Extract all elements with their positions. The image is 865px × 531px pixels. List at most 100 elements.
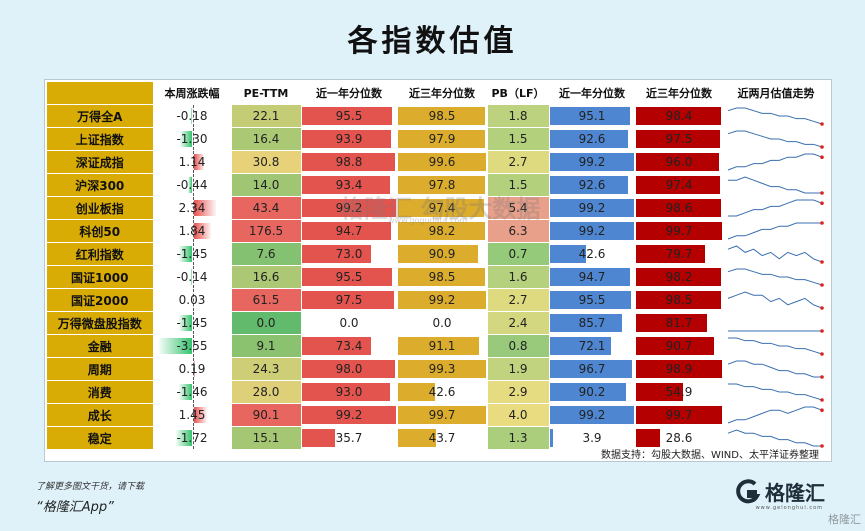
- weekly-change-value: 0.19: [178, 362, 206, 376]
- pb-value: 1.6: [508, 270, 528, 284]
- pe-1y-percentile-bar: [301, 176, 391, 194]
- pe-1y-percentile-cell: 95.5: [301, 104, 398, 128]
- pe-cell: 90.1: [231, 403, 302, 427]
- pb-1y-percentile-value: 99.2: [578, 201, 606, 215]
- pe-value: 30.8: [252, 155, 280, 169]
- zero-axis: [192, 427, 194, 449]
- pb-cell: 1.5: [487, 127, 550, 151]
- table-row: 周期 0.19 24.3 98.0 99.3 1.9 96.7 98.9: [47, 357, 830, 381]
- pb-1y-percentile-value: 92.6: [578, 132, 606, 146]
- weekly-change-cell: 0.03: [153, 288, 232, 312]
- weekly-change-bar: [191, 269, 193, 285]
- pb-1y-percentile-cell: 72.1: [549, 334, 636, 358]
- pb-value: 2.4: [508, 316, 528, 330]
- pe-3y-percentile-value: 98.5: [428, 109, 456, 123]
- pe-cell: 7.6: [231, 242, 302, 266]
- pe-3y-percentile-bar: [397, 199, 485, 217]
- pe-3y-percentile-value: 0.0: [432, 316, 452, 330]
- trend-sparkline: [727, 199, 824, 217]
- pb-3y-percentile-value: 28.6: [665, 431, 693, 445]
- pe-3y-percentile-cell: 98.5: [397, 104, 488, 128]
- index-name: 沪深300: [47, 173, 154, 197]
- table-row: 国证2000 0.03 61.5 97.5 99.2 2.7 95.5 98.5: [47, 288, 830, 312]
- pe-1y-percentile-bar: [301, 107, 393, 125]
- pe-3y-percentile-value: 99.2: [428, 293, 456, 307]
- pb-3y-percentile-cell: 97.4: [635, 173, 724, 197]
- weekly-change-value: -1.45: [176, 247, 208, 261]
- trend-last-point: [819, 145, 824, 149]
- pb-3y-percentile-bar: [635, 406, 723, 424]
- pb-value: 2.7: [508, 293, 528, 307]
- pb-1y-percentile-value: 94.7: [578, 270, 606, 284]
- weekly-change-value: -0.14: [176, 270, 208, 284]
- trend-cell: [723, 288, 830, 312]
- trend-sparkline: [727, 383, 824, 402]
- pe-1y-percentile-bar: [301, 360, 395, 378]
- pb-1y-percentile-cell: 95.1: [549, 104, 636, 128]
- pb-value: 1.9: [508, 362, 528, 376]
- pe-3y-percentile-value: 43.7: [428, 431, 456, 445]
- pe-1y-percentile-value: 73.4: [335, 339, 363, 353]
- weekly-change-bar: [178, 315, 193, 331]
- pb-3y-percentile-cell: 98.9: [635, 357, 724, 381]
- pe-1y-percentile-bar: [301, 130, 391, 148]
- pe-1y-percentile-cell: 95.5: [301, 265, 398, 289]
- pb-3y-percentile-cell: 98.5: [635, 288, 724, 312]
- trend-line: [727, 360, 822, 378]
- pe-cell: 14.0: [231, 173, 302, 197]
- pe-3y-percentile-value: 98.5: [428, 270, 456, 284]
- pb-3y-percentile-cell: 99.7: [635, 403, 724, 427]
- weekly-change-value: 2.34: [178, 201, 206, 215]
- pe-3y-percentile-bar: [397, 291, 486, 309]
- index-name: 上证指数: [47, 127, 154, 151]
- trend-line: [727, 176, 822, 194]
- pb-3y-percentile-value: 90.7: [665, 339, 693, 353]
- pe-3y-percentile-bar: [397, 130, 485, 148]
- trend-line: [727, 199, 822, 217]
- trend-cell: [723, 127, 830, 151]
- pb-value: 6.3: [508, 224, 528, 238]
- pe-1y-percentile-cell: 0.0: [301, 311, 398, 335]
- pb-3y-percentile-cell: 54.9: [635, 380, 724, 404]
- pb-value: 0.7: [508, 247, 528, 261]
- pe-3y-percentile-value: 99.7: [428, 408, 456, 422]
- weekly-change-cell: -1.45: [153, 311, 232, 335]
- pb-value: 2.7: [508, 155, 528, 169]
- index-name: 创业板指: [47, 196, 154, 220]
- trend-line: [727, 153, 822, 171]
- pb-3y-percentile-cell: 98.4: [635, 104, 724, 128]
- pb-1y-percentile-cell: 85.7: [549, 311, 636, 335]
- pe-1y-percentile-value: 95.5: [335, 270, 363, 284]
- pb-3y-percentile-value: 99.7: [665, 408, 693, 422]
- pe-3y-percentile-bar: [397, 107, 486, 125]
- trend-sparkline: [727, 245, 824, 264]
- weekly-change-bar: [176, 430, 193, 446]
- trend-last-point: [819, 408, 824, 412]
- weekly-change-bar: [193, 154, 205, 170]
- trend-cell: [723, 334, 830, 358]
- pb-cell: 1.9: [487, 357, 550, 381]
- pe-cell: 30.8: [231, 150, 302, 174]
- pb-3y-percentile-cell: 97.5: [635, 127, 724, 151]
- pb-1y-percentile-bar: [549, 222, 634, 240]
- table-row: 万得微盘股指数 -1.45 0.0 0.0 0.0 2.4 85.7 81.7: [47, 311, 830, 335]
- logo-icon: [736, 478, 761, 503]
- pb-cell: 2.4: [487, 311, 550, 335]
- header-row: 本周涨跌幅 PE-TTM 近一年分位数 近三年分位数 PB（LF） 近一年分位数 近三年分位…: [47, 82, 830, 105]
- pb-3y-percentile-value: 79.7: [665, 247, 693, 261]
- pb-value: 1.5: [508, 178, 528, 192]
- pb-1y-percentile-bar: [549, 291, 631, 309]
- pb-3y-percentile-bar: [635, 337, 715, 355]
- pe-1y-percentile-value: 95.5: [335, 109, 363, 123]
- pe-3y-percentile-cell: 99.6: [397, 150, 488, 174]
- pb-3y-percentile-value: 96.0: [665, 155, 693, 169]
- pb-3y-percentile-value: 97.5: [665, 132, 693, 146]
- pe-1y-percentile-value: 97.5: [335, 293, 363, 307]
- pb-cell: 1.6: [487, 265, 550, 289]
- trend-cell: [723, 150, 830, 174]
- index-name: 金融: [47, 334, 154, 358]
- pb-1y-percentile-value: 99.2: [578, 408, 606, 422]
- trend-last-point: [819, 221, 824, 225]
- pb-1y-percentile-value: 96.7: [578, 362, 606, 376]
- pe-3y-percentile-value: 99.3: [428, 362, 456, 376]
